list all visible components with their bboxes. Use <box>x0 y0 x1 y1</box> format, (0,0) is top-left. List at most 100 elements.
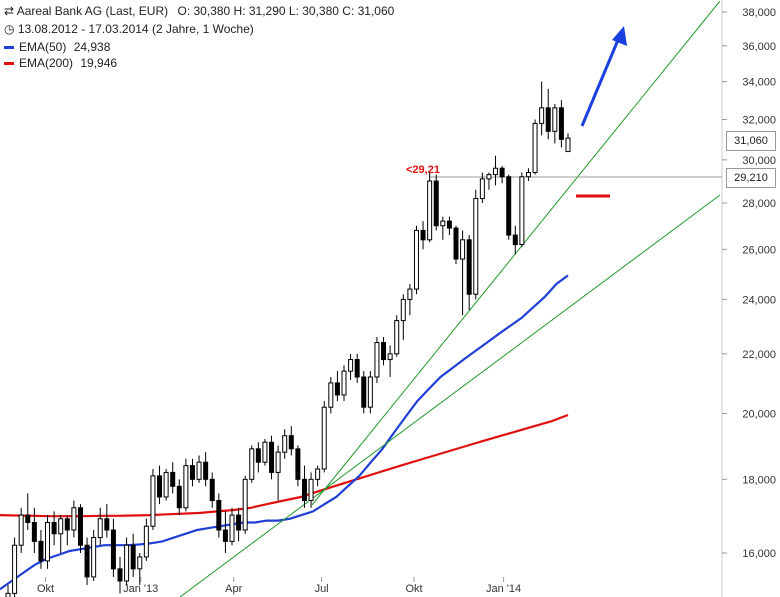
ema50-label: EMA(50) <box>19 40 67 54</box>
date-range: 13.08.2012 - 17.03.2014 (2 Jahre, 1 Woch… <box>17 22 254 36</box>
candle <box>262 438 268 466</box>
candle <box>328 376 334 414</box>
candle <box>552 104 558 144</box>
candle <box>170 462 176 494</box>
y-tick-label: 24,000 <box>742 294 776 306</box>
candle <box>486 172 492 190</box>
candle <box>236 507 242 542</box>
candle <box>45 515 51 569</box>
candle <box>420 221 426 250</box>
candle <box>466 235 472 310</box>
candle <box>189 458 195 487</box>
candle <box>361 371 367 414</box>
ema50-line <box>0 274 569 591</box>
candle <box>453 225 459 264</box>
ema200-legend: EMA(200) 19,946 <box>4 56 117 70</box>
y-tick-label: 22,000 <box>742 349 776 361</box>
candle <box>460 230 466 316</box>
x-tick-label: Jan '13 <box>123 583 158 595</box>
x-tick-label: Okt <box>405 583 422 595</box>
candle <box>196 455 202 483</box>
axis-ticks: 16,000 18,000 20,000 22,000 24,000 26,000 28,0… <box>37 7 776 595</box>
candle <box>413 225 419 295</box>
candle <box>203 452 209 487</box>
candle <box>110 518 116 577</box>
candle <box>124 537 130 586</box>
candle <box>282 429 288 459</box>
candle <box>506 174 512 240</box>
y-tick-label: 30,000 <box>742 155 776 167</box>
clock-icon: ◷ <box>4 22 15 36</box>
candle <box>288 426 294 456</box>
candle <box>545 88 551 140</box>
y-tick-label: 34,000 <box>742 77 776 89</box>
candle <box>229 507 235 546</box>
ema200-line <box>0 413 569 518</box>
candle <box>565 133 571 153</box>
candle <box>394 315 400 357</box>
candle <box>31 507 37 553</box>
candle <box>25 493 31 530</box>
candle <box>493 155 499 186</box>
trendline-long <box>179 194 721 597</box>
y-tick-label: 16,000 <box>742 548 776 560</box>
candle <box>255 442 261 473</box>
candle <box>400 294 406 340</box>
candle <box>84 537 90 586</box>
ema200-label: EMA(200) <box>19 56 74 70</box>
level-price-tag: 29,210 <box>726 168 776 188</box>
trendline-steep <box>311 0 721 506</box>
y-tick-label: 36,000 <box>742 41 776 53</box>
y-tick-label: 32,000 <box>742 114 776 126</box>
candle <box>275 445 281 501</box>
candle <box>558 100 564 148</box>
candle <box>71 500 77 538</box>
candle <box>433 174 439 231</box>
candle <box>301 465 307 508</box>
chart-type-icon: ⇄ <box>4 4 15 18</box>
candle <box>5 585 11 597</box>
ohlc-readout: O: 30,380 H: 31,290 L: 30,380 C: 31,060 <box>177 4 395 18</box>
candles <box>5 81 571 597</box>
candle <box>209 472 215 508</box>
candle <box>242 475 248 534</box>
y-tick-label: 38,000 <box>742 7 776 19</box>
x-tick-label: Okt <box>37 583 54 595</box>
candle <box>387 345 393 377</box>
candle <box>367 371 373 414</box>
candle <box>381 336 387 366</box>
candle <box>539 81 545 136</box>
up-arrow <box>580 26 627 127</box>
candle <box>137 553 143 586</box>
candle <box>64 515 70 546</box>
y-tick-label: 18,000 <box>742 474 776 486</box>
x-tick-label: Jan '14 <box>486 583 521 595</box>
candle <box>183 458 189 512</box>
chart-title: Aareal Bank AG (Last, EUR) <box>16 4 169 18</box>
ema200-value: 19,946 <box>80 56 118 70</box>
y-tick-label: 28,000 <box>742 198 776 210</box>
candle <box>143 518 149 561</box>
candle <box>269 435 275 480</box>
candle <box>104 504 110 538</box>
candle <box>407 283 413 316</box>
candle <box>440 216 446 240</box>
candle <box>176 479 182 516</box>
candle <box>157 465 163 505</box>
y-tick-label: 20,000 <box>742 408 776 420</box>
candle <box>446 216 452 236</box>
candle <box>91 529 97 581</box>
candle <box>58 515 64 553</box>
y-tick-label: 26,000 <box>742 244 776 256</box>
candle <box>479 172 485 203</box>
trendlines <box>179 0 721 597</box>
candle <box>117 556 123 594</box>
x-tick-label: Jul <box>315 583 329 595</box>
candle <box>512 225 518 255</box>
candle <box>18 507 24 553</box>
chart-title-row: ⇄ Aareal Bank AG (Last, EUR) O: 30,380 H… <box>4 4 394 18</box>
candle <box>308 472 314 508</box>
candle <box>150 468 156 530</box>
ema50-legend: EMA(50) 24,938 <box>4 40 110 54</box>
